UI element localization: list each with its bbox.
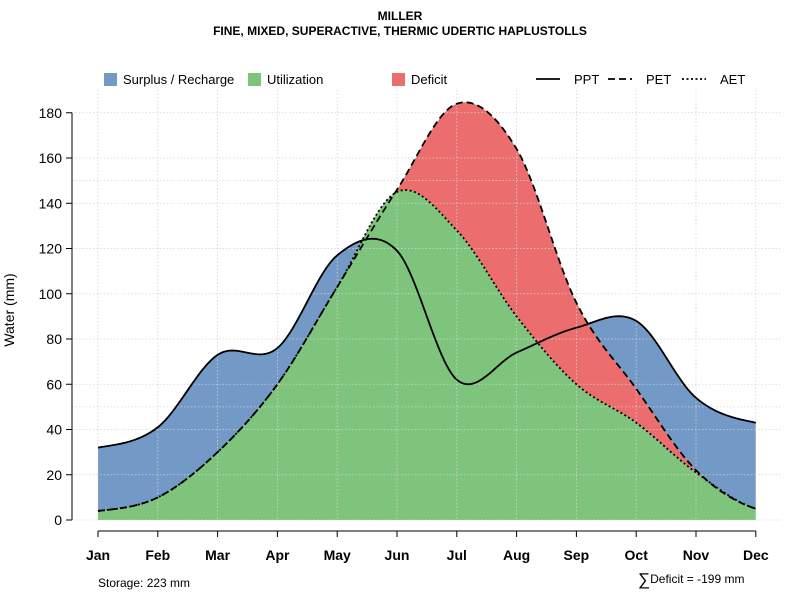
series-line-pet — [97, 101, 757, 512]
y-tick-label: 40 — [46, 422, 62, 438]
x-tick-label: Jan — [86, 547, 110, 563]
series-lines — [97, 101, 757, 512]
legend-item-ppt: PPT — [536, 72, 599, 87]
x-tick-label: Aug — [503, 547, 530, 563]
legend-label: Utilization — [267, 72, 323, 87]
x-tick-label: Dec — [743, 547, 769, 563]
deficit-area — [98, 102, 756, 511]
x-tick-label: Nov — [683, 547, 710, 563]
y-tick-label: 0 — [54, 512, 62, 528]
y-tick-label: 120 — [39, 241, 63, 257]
x-tick-label: Feb — [145, 547, 170, 563]
x-tick-label: Mar — [205, 547, 230, 563]
x-tick-label: Sep — [564, 547, 590, 563]
y-axis-label: Water (mm) — [1, 273, 17, 346]
legend-label: AET — [720, 72, 745, 87]
surplus-area — [98, 102, 756, 511]
sigma-symbol: ∑ — [638, 570, 651, 589]
x-tick-label: May — [324, 547, 351, 563]
legend-swatch — [104, 73, 117, 86]
y-tick-label: 80 — [46, 331, 62, 347]
y-tick-label: 100 — [39, 286, 63, 302]
chart-subtitle: FINE, MIXED, SUPERACTIVE, THERMIC UDERTI… — [213, 24, 587, 38]
y-tick-label: 60 — [46, 376, 62, 392]
legend-swatch — [392, 73, 405, 86]
chart-title: MILLER — [377, 9, 423, 23]
legend-label: Deficit — [411, 72, 448, 87]
y-tick-label: 140 — [39, 195, 63, 211]
legend-item-pet: PET — [608, 72, 671, 87]
x-tick-label: Apr — [265, 547, 290, 563]
x-tick-label: Jul — [447, 547, 467, 563]
y-tick-label: 20 — [46, 467, 62, 483]
axes: 0 20 40 60 80 100 120 140 160 180 Jan Feb Mar Apr May J… — [1, 105, 769, 563]
y-tick-label: 180 — [39, 105, 63, 121]
deficit-note: ∑Deficit = -199 mm — [638, 570, 744, 590]
legend-item-aet: AET — [682, 72, 745, 87]
legend-item-deficit: Deficit — [392, 72, 448, 87]
grid-lines — [72, 90, 782, 521]
legend-swatch — [248, 73, 261, 86]
x-tick-label: Oct — [625, 547, 649, 563]
deficit-text: Deficit = -199 mm — [650, 572, 745, 586]
legend-item-utilization: Utilization — [248, 72, 323, 87]
utilization-area — [98, 190, 756, 520]
legend-label: PET — [646, 72, 671, 87]
area-fills — [98, 102, 756, 520]
series-line-ppt — [97, 237, 756, 449]
x-tick-label: Jun — [385, 547, 410, 563]
legend-label: PPT — [574, 72, 599, 87]
y-tick-label: 160 — [39, 150, 63, 166]
legend-item-surplus-recharge: Surplus / Recharge — [104, 72, 234, 87]
legend: Surplus / Recharge Utilization Deficit PPT P… — [104, 72, 745, 87]
legend-label: Surplus / Recharge — [123, 72, 234, 87]
storage-note: Storage: 223 mm — [98, 576, 191, 590]
